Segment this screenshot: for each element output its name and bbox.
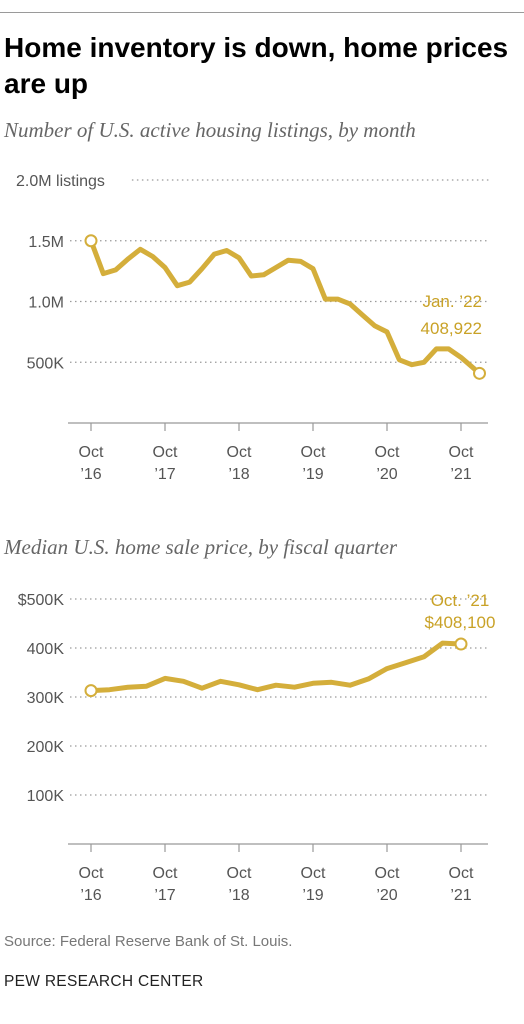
price-y-tick-label: 100K [27,788,65,805]
price-x-tick-label: Oct [375,865,400,882]
source-note: Source: Federal Reserve Bank of St. Loui… [4,933,293,950]
listings-x-tick-year: ’16 [80,466,101,483]
listings-x-tick-year: ’19 [302,466,323,483]
listings-x-tick-label: Oct [449,444,474,461]
listings-start-marker [84,234,98,248]
price-x-tick-label: Oct [227,865,252,882]
price-x-tick-year: ’16 [80,887,101,904]
listings-y-tick-label: 2.0M listings [16,173,105,190]
listings-end-marker [473,366,486,380]
price-y-tick-label: $500K [18,592,65,609]
listings-y-tick-label: 1.5M [28,234,64,251]
price-start-marker [84,684,98,698]
price-x-tick-year: ’19 [302,887,323,904]
listings-x-tick-label: Oct [79,444,104,461]
listings-x-tick-label: Oct [375,444,400,461]
listings-annotation-date: Jan. ’22 [422,292,482,311]
listings-x-tick-year: ’18 [228,466,249,483]
price-chart-subtitle: Median U.S. home sale price, by fiscal q… [4,535,398,559]
price-x-tick-label: Oct [79,865,104,882]
top-rule [0,12,524,13]
price-end-marker [454,637,468,651]
price-annotation-date: Oct. ’21 [431,591,490,610]
listings-chart: 500K 1.0M 1.5M 2.0M listings Oct ’16 Oct ’17 Oct… [16,173,490,483]
brand-logo-text: PEW RESEARCH CENTER [4,973,204,990]
chart-title: Home inventory is down, home prices are … [4,32,509,99]
listings-series-line [88,238,482,376]
listings-x-tick-label: Oct [301,444,326,461]
listings-x-tick-year: ’21 [450,466,471,483]
price-x-tick-year: ’20 [376,887,397,904]
price-x-tick-year: ’17 [154,887,175,904]
price-y-tick-label: 400K [27,641,65,658]
price-chart: 100K 200K 300K 400K $500K Oct ’16 Oct ’17 Oct ’18 O… [18,591,496,904]
price-x-tick-year: ’21 [450,887,471,904]
price-y-tick-label: 200K [27,739,65,756]
listings-annotation-value: 408,922 [421,319,482,338]
price-annotation-value: $408,100 [425,613,496,632]
price-y-tick-label: 300K [27,690,65,707]
listings-x-tick-year: ’20 [376,466,397,483]
listings-x-tick-year: ’17 [154,466,175,483]
listings-chart-subtitle: Number of U.S. active housing listings, … [4,118,416,142]
listings-y-tick-label: 1.0M [28,295,64,312]
price-x-tick-label: Oct [153,865,178,882]
price-x-tick-year: ’18 [228,887,249,904]
price-series-line [88,640,464,694]
listings-x-tick-label: Oct [153,444,178,461]
price-x-tick-label: Oct [449,865,474,882]
price-x-tick-label: Oct [301,865,326,882]
listings-x-tick-label: Oct [227,444,252,461]
listings-y-tick-label: 500K [27,355,65,372]
